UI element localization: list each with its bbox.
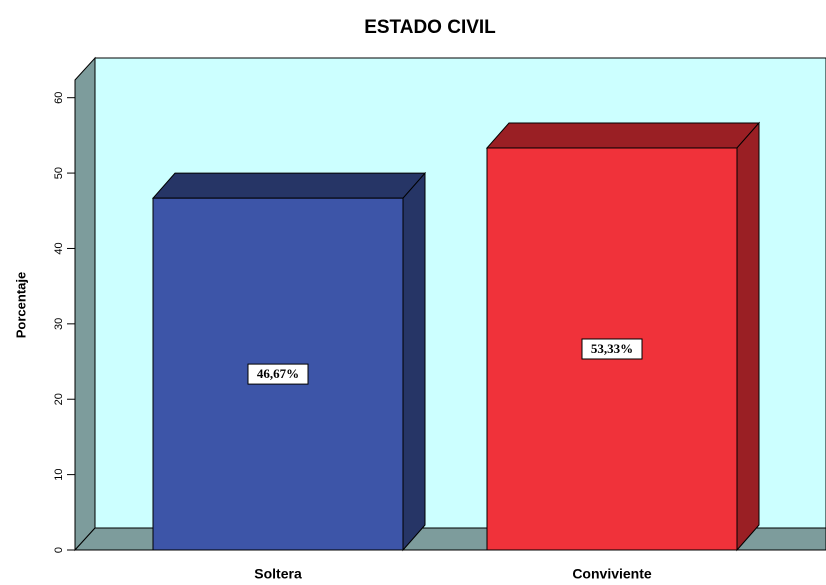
value-label-box	[581, 338, 643, 360]
bar-side	[402, 171, 426, 552]
x-tick-label: Conviviente	[572, 566, 652, 582]
y-tick-label: 60	[53, 92, 65, 104]
left-wall	[74, 56, 96, 552]
bar-top	[151, 172, 427, 199]
value-label: 53,33%	[591, 341, 633, 356]
y-tick-label: 0	[53, 547, 65, 553]
y-tick-label: 10	[53, 468, 65, 480]
y-axis-label: Porcentaje	[13, 272, 28, 338]
value-label-box	[247, 363, 309, 385]
bar-top	[485, 122, 761, 149]
x-tick-label: Soltera	[254, 566, 302, 582]
y-tick-label: 50	[53, 167, 65, 179]
y-tick-label: 40	[53, 242, 65, 254]
value-label: 46,67%	[257, 366, 299, 381]
bar-side	[736, 121, 760, 552]
y-tick-label: 30	[53, 318, 65, 330]
chart-title: ESTADO CIVIL	[364, 17, 496, 38]
y-tick-label: 20	[53, 393, 65, 405]
